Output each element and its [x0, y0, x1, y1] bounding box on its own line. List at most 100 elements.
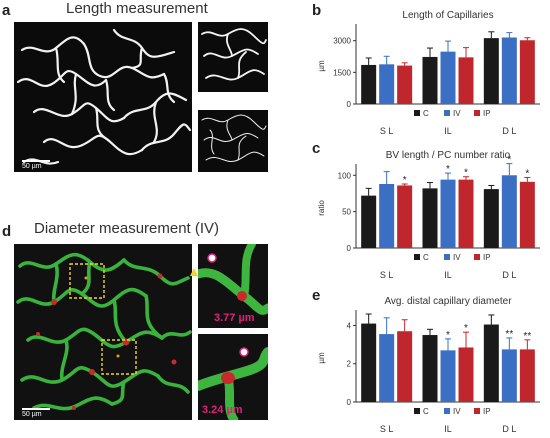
chart-e-bar-IP-1 — [458, 347, 474, 402]
chart-e-sig-IV-1: * — [446, 330, 450, 341]
chart-e-bar-IP-0 — [397, 331, 413, 402]
chart-c-legend-label-IV: IV — [453, 253, 461, 262]
chart-b-ytick-label-0: 0 — [347, 100, 352, 109]
length-micrograph-inset-top — [198, 22, 268, 92]
chart-c-bar-IP-1 — [458, 179, 474, 248]
chart-c-bar-C-0 — [361, 195, 377, 248]
scale-bar-a-label: 50 µm — [22, 163, 42, 170]
panel-letter-d: d — [2, 223, 12, 240]
chart-b-legend-swatch-IV — [444, 110, 450, 116]
chart-c-ytick-label-0: 0 — [347, 244, 352, 253]
chart-e-legend-label-C: C — [423, 407, 429, 416]
chart-c-bar-C-1 — [422, 188, 438, 248]
chart-b-bar-IV-2 — [501, 37, 517, 104]
chart-b-bar-IV-0 — [379, 64, 395, 104]
chart-e-bar-IV-0 — [379, 334, 395, 402]
chart-e-ylabel: µm — [317, 352, 326, 364]
diameter-micrograph-main: 50 µm — [14, 244, 192, 420]
chart-b-ylabel: µm — [317, 60, 326, 72]
chart-c-legend-label-C: C — [423, 253, 429, 262]
chart-c-legend-swatch-IV — [444, 254, 450, 260]
chart-e-sig-IV-2: ** — [505, 329, 513, 340]
chart-e-sig-IP-2: ** — [523, 331, 531, 342]
chart-e-ytick-label-1: 2 — [347, 360, 352, 369]
panel-letter-b: b — [312, 2, 322, 19]
length-micrograph-inset-bottom — [198, 110, 268, 172]
chart-c-ytick-label-2: 100 — [338, 171, 352, 180]
chart-e-ytick-label-0: 0 — [347, 398, 352, 407]
chart-b-group-label-1: IL — [444, 126, 452, 136]
chart-c-ytick-label-1: 50 — [342, 208, 351, 217]
panel-d-title: Diameter measurement (IV) — [34, 220, 220, 237]
length-micrograph-main: 50 µm — [14, 22, 192, 172]
chart-e-bar-IV-1 — [440, 350, 456, 402]
chart-b-bar-C-0 — [361, 64, 377, 104]
diameter-inset-top: 3.77 µm — [198, 244, 268, 328]
panel-a-title: Length measurement — [66, 0, 208, 17]
chart-e-group-label-1: IL — [444, 424, 452, 434]
chart-c-sig-IP-1: * — [464, 168, 468, 179]
chart-e-legend-label-IP: IP — [483, 407, 491, 416]
chart-e-legend-swatch-C — [414, 408, 420, 414]
chart-c-sig-IP-2: * — [525, 168, 529, 179]
chart-e-bar-C-2 — [483, 324, 499, 402]
chart-b-bar-C-1 — [422, 56, 438, 104]
chart-b-legend-label-IV: IV — [453, 109, 461, 118]
bv-pc-ratio-chart: BV length / PC number ratio ratio 0 50 100 * S… — [317, 150, 540, 280]
chart-e-bar-C-0 — [361, 323, 377, 402]
inset-bottom-skeleton-image — [201, 114, 267, 162]
chart-e-bar-C-1 — [422, 335, 438, 402]
chart-e-legend-swatch-IP — [474, 408, 480, 414]
chart-e-legend-swatch-IV — [444, 408, 450, 414]
chart-b-ytick-label-2: 3000 — [333, 37, 351, 46]
panel-letter-a: a — [2, 2, 11, 19]
scale-bar-d — [22, 408, 50, 410]
chart-b-legend-label-IP: IP — [483, 109, 491, 118]
chart-b-group-label-2: D L — [502, 126, 516, 136]
pointer-triangle-icon — [190, 268, 198, 276]
panel-letter-e: e — [312, 287, 321, 304]
chart-c-title: BV length / PC number ratio — [386, 150, 511, 161]
diameter-label-2: 3.24 µm — [202, 404, 243, 416]
chart-e-title: Avg. distal capillary diameter — [384, 296, 512, 307]
scale-bar-d-label: 50 µm — [22, 411, 42, 418]
panel-letter-c: c — [312, 140, 321, 157]
diameter-label-1: 3.77 µm — [214, 312, 255, 324]
chart-c-bar-IV-0 — [379, 184, 395, 248]
chart-b-group-label-0: S L — [380, 126, 394, 136]
inset-top-fluorescence-image — [198, 244, 268, 315]
scale-bar-a — [22, 160, 50, 162]
capillary-length-chart: Length of Capillaries µm 0 1500 3000 S L IL D L… — [317, 10, 540, 136]
inset-top-skeleton-image — [201, 28, 267, 81]
chart-b-legend-label-C: C — [423, 109, 429, 118]
chart-c-bar-IV-1 — [440, 179, 456, 248]
chart-c-bar-IP-0 — [397, 185, 413, 248]
chart-c-ylabel: ratio — [317, 200, 326, 216]
chart-c-sig-IV-1: * — [446, 164, 450, 175]
inset-bottom-fluorescence-image — [198, 347, 268, 420]
chart-c-sig-IV-2: * — [507, 155, 511, 166]
chart-c-group-label-1: IL — [444, 270, 452, 280]
chart-c-bar-IP-2 — [519, 181, 535, 248]
chart-b-bar-IP-1 — [458, 57, 474, 104]
chart-c-legend-swatch-IP — [474, 254, 480, 260]
chart-b-bar-IP-2 — [519, 40, 535, 104]
chart-b-bar-C-2 — [483, 38, 499, 105]
chart-e-sig-IP-1: * — [464, 323, 468, 334]
chart-e-group-label-2: D L — [502, 424, 516, 434]
diameter-inset-bottom: 3.24 µm — [198, 334, 268, 420]
chart-b-legend-swatch-IP — [474, 110, 480, 116]
chart-c-legend-label-IP: IP — [483, 253, 491, 262]
chart-e-bar-IV-2 — [501, 349, 517, 402]
chart-e-ytick-label-2: 4 — [347, 321, 352, 330]
chart-c-bar-IV-2 — [501, 175, 517, 248]
chart-b-ytick-label-1: 1500 — [333, 68, 351, 77]
chart-e-bar-IP-2 — [519, 349, 535, 402]
chart-b-legend-swatch-C — [414, 110, 420, 116]
vessel-skeleton-image — [16, 28, 192, 165]
chart-b-bar-IP-0 — [397, 65, 413, 104]
chart-e-legend-label-IV: IV — [453, 407, 461, 416]
chart-b-bar-IV-1 — [440, 51, 456, 104]
chart-b-title: Length of Capillaries — [402, 10, 493, 21]
